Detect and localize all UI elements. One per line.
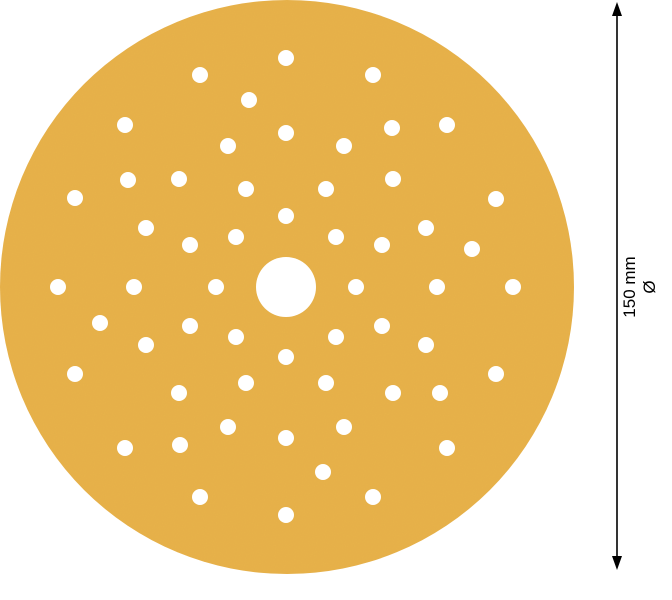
dust-extraction-hole (328, 329, 344, 345)
dust-extraction-hole (328, 229, 344, 245)
diameter-label: 150 mm Ø (620, 256, 660, 317)
center-hole (256, 257, 316, 317)
dust-extraction-hole (278, 430, 294, 446)
dust-extraction-hole (172, 437, 188, 453)
dust-extraction-hole (278, 125, 294, 141)
dust-extraction-hole (241, 92, 257, 108)
dust-extraction-hole (50, 279, 66, 295)
dust-extraction-hole (488, 191, 504, 207)
dust-extraction-hole (365, 67, 381, 83)
dust-extraction-hole (385, 385, 401, 401)
dust-extraction-hole (336, 138, 352, 154)
dust-extraction-hole (464, 241, 480, 257)
dust-extraction-hole (171, 385, 187, 401)
dust-extraction-hole (238, 181, 254, 197)
dust-extraction-hole (138, 337, 154, 353)
dust-extraction-hole (228, 329, 244, 345)
dust-extraction-hole (348, 279, 364, 295)
dust-extraction-hole (182, 318, 198, 334)
dust-extraction-hole (439, 117, 455, 133)
dust-extraction-hole (117, 117, 133, 133)
dust-extraction-hole (439, 440, 455, 456)
dust-extraction-hole (336, 419, 352, 435)
dust-extraction-hole (432, 385, 448, 401)
dust-extraction-hole (374, 237, 390, 253)
dust-extraction-hole (384, 120, 400, 136)
dust-extraction-hole (67, 366, 83, 382)
dust-extraction-hole (220, 138, 236, 154)
dust-extraction-hole (418, 220, 434, 236)
dust-extraction-hole (418, 337, 434, 353)
dust-extraction-hole (278, 208, 294, 224)
dust-extraction-hole (67, 190, 83, 206)
dust-extraction-hole (117, 440, 133, 456)
diameter-symbol: Ø (640, 280, 659, 294)
dust-extraction-hole (238, 375, 254, 391)
dust-extraction-hole (318, 181, 334, 197)
dust-extraction-hole (120, 172, 136, 188)
dust-extraction-hole (278, 50, 294, 66)
diameter-dimension-arrow (612, 2, 622, 570)
dust-extraction-hole (385, 171, 401, 187)
dust-extraction-hole (429, 279, 445, 295)
dust-extraction-hole (278, 507, 294, 523)
dust-extraction-hole (92, 315, 108, 331)
dust-extraction-hole (171, 171, 187, 187)
dust-extraction-hole (318, 375, 334, 391)
dust-extraction-hole (365, 489, 381, 505)
sanding-disc (0, 0, 574, 574)
dust-extraction-hole (315, 464, 331, 480)
dust-extraction-hole (228, 229, 244, 245)
dust-extraction-hole (126, 279, 142, 295)
diameter-value: 150 mm (620, 256, 639, 318)
dust-extraction-hole (192, 489, 208, 505)
dust-extraction-hole (374, 318, 390, 334)
dust-extraction-hole (488, 366, 504, 382)
dust-extraction-hole (278, 349, 294, 365)
dust-extraction-hole (208, 279, 224, 295)
dust-extraction-hole (505, 279, 521, 295)
dust-extraction-hole (138, 220, 154, 236)
dust-extraction-hole (192, 67, 208, 83)
dust-extraction-hole (220, 419, 236, 435)
dust-extraction-hole (182, 237, 198, 253)
